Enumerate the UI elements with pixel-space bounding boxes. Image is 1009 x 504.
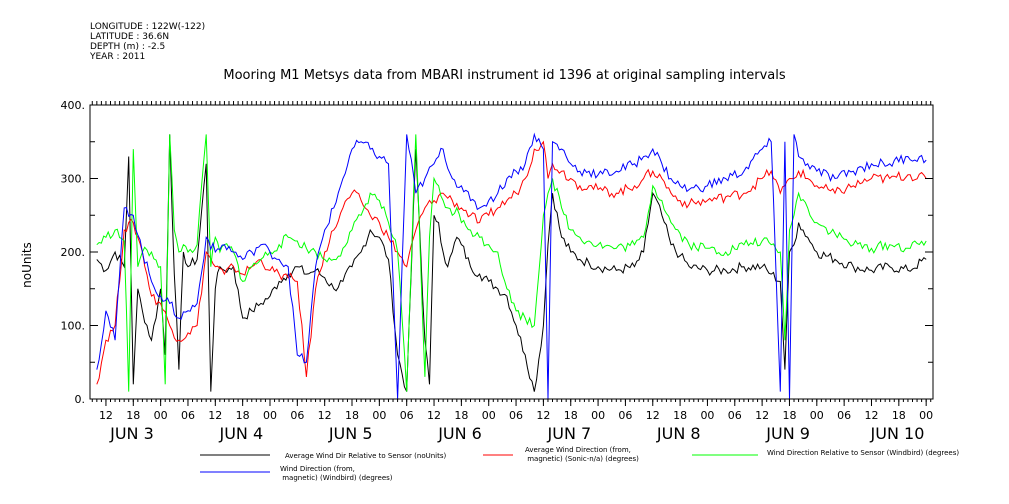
x-day-label: JUN 10 xyxy=(870,424,925,443)
x-tick-label: 18 xyxy=(782,409,796,422)
chart-title: Mooring M1 Metsys data from MBARI instru… xyxy=(223,68,786,83)
depth-text: DEPTH (m) : -2.5 xyxy=(90,42,166,52)
series-line-4 xyxy=(96,132,927,399)
x-tick-label: 18 xyxy=(564,409,578,422)
x-tick-label: 00 xyxy=(810,409,824,422)
x-tick-label: 12 xyxy=(864,409,878,422)
x-day-label: JUN 9 xyxy=(765,424,810,443)
y-tick-label: 400. xyxy=(61,99,86,112)
x-tick-label: 18 xyxy=(673,409,687,422)
legend-label-1: Average Wind Dir Relative to Sensor (noU… xyxy=(285,452,446,460)
legend-label-line: Average Wind Direction (from, xyxy=(525,446,631,454)
x-tick-label: 00 xyxy=(372,409,386,422)
x-tick-label: 18 xyxy=(454,409,468,422)
x-tick-label: 00 xyxy=(919,409,933,422)
legend: Average Wind Dir Relative to Sensor (noU… xyxy=(200,446,959,482)
x-tick-label: 06 xyxy=(509,409,523,422)
x-tick-label: 00 xyxy=(154,409,168,422)
y-tick-label: 300. xyxy=(61,173,86,186)
x-tick-label: 06 xyxy=(181,409,195,422)
x-tick-label: 00 xyxy=(591,409,605,422)
x-day-label: JUN 3 xyxy=(109,424,154,443)
longitude-text: LONGITUDE : 122W(-122) xyxy=(90,22,206,32)
axis-layer: 0. 100. 200. 300. 400. 12 18 00 06 12 18 00 06 12 18 00… xyxy=(61,99,934,443)
x-day-label: JUN 6 xyxy=(437,424,482,443)
x-tick-label: 06 xyxy=(837,409,851,422)
x-tick-label: 18 xyxy=(236,409,250,422)
y-tick-label: 200. xyxy=(61,246,86,259)
x-tick-label: 18 xyxy=(345,409,359,422)
legend-label-line: Wind Direction (from, xyxy=(280,465,355,473)
latitude-text: LATITUDE : 36.6N xyxy=(90,32,170,42)
x-tick-label: 12 xyxy=(755,409,769,422)
x-tick-label: 18 xyxy=(126,409,140,422)
x-tick-label: 00 xyxy=(482,409,496,422)
x-tick-label: 12 xyxy=(208,409,222,422)
x-tick-label: 12 xyxy=(536,409,550,422)
x-tick-label: 00 xyxy=(700,409,714,422)
legend-label-line: magnetic) (Windbird) (degrees) xyxy=(280,474,393,482)
series-layer xyxy=(96,132,927,399)
x-day-label: JUN 4 xyxy=(218,424,263,443)
legend-label-2: Average Wind Direction (from, magnetic) … xyxy=(525,446,639,463)
x-tick-label: 06 xyxy=(618,409,632,422)
x-day-label: JUN 7 xyxy=(547,424,592,443)
x-tick-label: 06 xyxy=(728,409,742,422)
legend-label-3: Wind Direction Relative to Sensor (Windb… xyxy=(767,449,959,457)
header-metadata: LONGITUDE : 122W(-122) LATITUDE : 36.6N … xyxy=(90,22,205,62)
plot-frame xyxy=(89,104,934,400)
series-line-3 xyxy=(96,134,927,392)
legend-label-line: magnetic) (Sonic-n/a) (degrees) xyxy=(525,455,639,463)
x-tick-label: 12 xyxy=(427,409,441,422)
x-day-label: JUN 5 xyxy=(328,424,373,443)
year-text: YEAR : 2011 xyxy=(90,52,146,62)
series-line-2 xyxy=(96,140,927,385)
x-tick-label: 12 xyxy=(99,409,113,422)
legend-label-4: Wind Direction (from, magnetic) (Windbir… xyxy=(280,465,393,482)
x-tick-label: 18 xyxy=(892,409,906,422)
x-tick-label: 12 xyxy=(646,409,660,422)
legend-label-line: Average Wind Dir Relative to Sensor (noU… xyxy=(285,452,446,460)
x-tick-label: 12 xyxy=(318,409,332,422)
y-tick-label: 0. xyxy=(75,393,86,406)
x-tick-label: 06 xyxy=(400,409,414,422)
y-tick-label: 100. xyxy=(61,320,86,333)
x-tick-label: 06 xyxy=(290,409,304,422)
x-day-label: JUN 8 xyxy=(656,424,701,443)
legend-label-line: Wind Direction Relative to Sensor (Windb… xyxy=(767,449,959,457)
x-tick-label: 00 xyxy=(263,409,277,422)
